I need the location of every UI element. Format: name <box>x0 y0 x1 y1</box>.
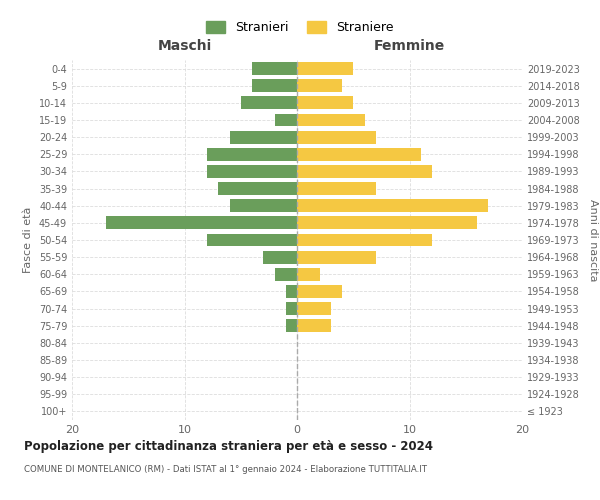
Bar <box>241 96 297 110</box>
Bar <box>297 250 376 264</box>
Bar <box>297 302 331 315</box>
Bar <box>297 165 432 178</box>
Bar <box>275 114 297 126</box>
Bar <box>286 320 297 332</box>
Bar <box>207 234 297 246</box>
Bar <box>207 148 297 160</box>
Bar <box>263 250 297 264</box>
Text: COMUNE DI MONTELANICO (RM) - Dati ISTAT al 1° gennaio 2024 - Elaborazione TUTTIT: COMUNE DI MONTELANICO (RM) - Dati ISTAT … <box>24 465 427 474</box>
Bar <box>297 62 353 75</box>
Bar <box>297 234 432 246</box>
Bar <box>207 165 297 178</box>
Legend: Stranieri, Straniere: Stranieri, Straniere <box>202 16 398 40</box>
Bar <box>297 182 376 195</box>
Bar <box>297 114 365 126</box>
Y-axis label: Anni di nascita: Anni di nascita <box>588 198 598 281</box>
Text: Maschi: Maschi <box>157 39 212 53</box>
Bar <box>297 130 376 143</box>
Bar <box>106 216 297 230</box>
Bar <box>218 182 297 195</box>
Bar <box>297 80 342 92</box>
Bar <box>297 268 320 280</box>
Bar <box>286 285 297 298</box>
Y-axis label: Fasce di età: Fasce di età <box>23 207 33 273</box>
Text: Popolazione per cittadinanza straniera per età e sesso - 2024: Popolazione per cittadinanza straniera p… <box>24 440 433 453</box>
Bar <box>297 96 353 110</box>
Bar <box>297 148 421 160</box>
Bar <box>275 268 297 280</box>
Bar <box>252 80 297 92</box>
Bar <box>297 320 331 332</box>
Bar <box>297 285 342 298</box>
Bar <box>229 130 297 143</box>
Text: Femmine: Femmine <box>374 39 445 53</box>
Bar <box>297 200 488 212</box>
Bar <box>297 216 477 230</box>
Bar <box>286 302 297 315</box>
Bar <box>229 200 297 212</box>
Bar <box>252 62 297 75</box>
